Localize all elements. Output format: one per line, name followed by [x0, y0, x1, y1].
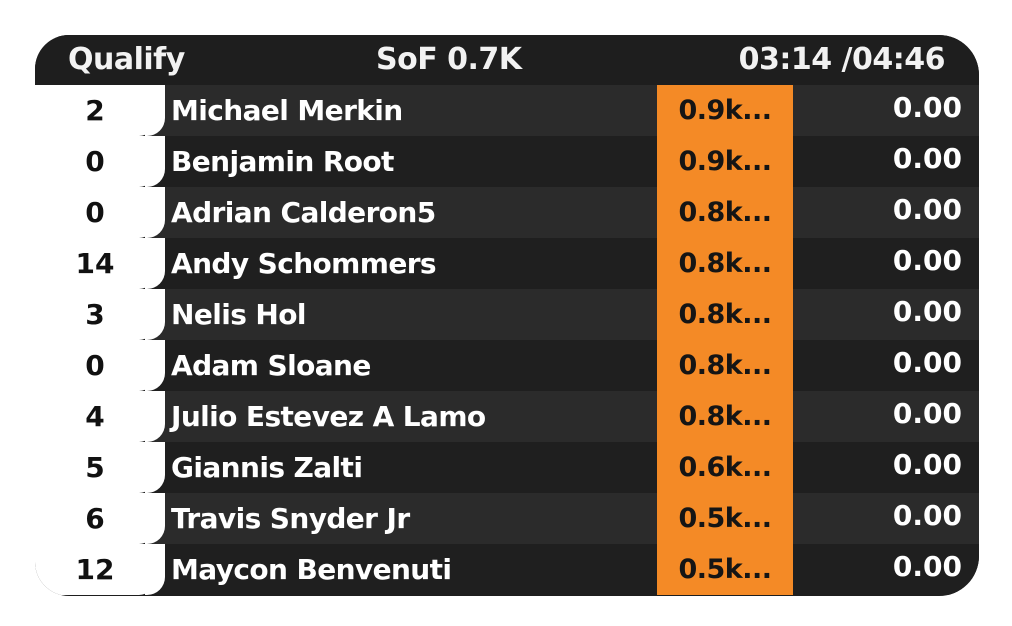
driver-time: 0.00 — [793, 85, 979, 136]
driver-row: 0 Benjamin Root 0.9k... 0.00 — [35, 136, 979, 187]
driver-time: 0.00 — [793, 493, 979, 544]
driver-name: Andy Schommers — [145, 238, 657, 289]
driver-number: 0 — [35, 187, 165, 238]
standings-header: Qualify SoF 0.7K 03:14 /04:46 — [35, 35, 979, 85]
driver-row: 0 Adam Sloane 0.8k... 0.00 — [35, 340, 979, 391]
driver-row: 0 Adrian Calderon5 0.8k... 0.00 — [35, 187, 979, 238]
driver-rating: 0.9k... — [657, 85, 793, 136]
driver-time: 0.00 — [793, 238, 979, 289]
driver-name: Nelis Hol — [145, 289, 657, 340]
driver-time: 0.00 — [793, 340, 979, 391]
driver-row: 5 Giannis Zalti 0.6k... 0.00 — [35, 442, 979, 493]
driver-row: 6 Travis Snyder Jr 0.5k... 0.00 — [35, 493, 979, 544]
driver-name: Julio Estevez A Lamo — [145, 391, 657, 442]
driver-name: Maycon Benvenuti — [145, 544, 657, 595]
driver-row: 4 Julio Estevez A Lamo 0.8k... 0.00 — [35, 391, 979, 442]
driver-number: 6 — [35, 493, 165, 544]
driver-rating: 0.5k... — [657, 493, 793, 544]
driver-name: Michael Merkin — [145, 85, 657, 136]
driver-row: 14 Andy Schommers 0.8k... 0.00 — [35, 238, 979, 289]
driver-row: 3 Nelis Hol 0.8k... 0.00 — [35, 289, 979, 340]
driver-time: 0.00 — [793, 391, 979, 442]
driver-time: 0.00 — [793, 544, 979, 595]
driver-name: Benjamin Root — [145, 136, 657, 187]
session-label: Qualify — [68, 42, 185, 77]
driver-number: 14 — [35, 238, 165, 289]
driver-number: 2 — [35, 85, 165, 136]
driver-rating: 0.5k... — [657, 544, 793, 595]
driver-rating: 0.8k... — [657, 391, 793, 442]
driver-list: 2 Michael Merkin 0.9k... 0.00 0 Benjamin… — [35, 85, 979, 595]
driver-name: Adam Sloane — [145, 340, 657, 391]
driver-rating: 0.8k... — [657, 187, 793, 238]
driver-row: 12 Maycon Benvenuti 0.5k... 0.00 — [35, 544, 979, 595]
driver-time: 0.00 — [793, 187, 979, 238]
driver-number: 0 — [35, 136, 165, 187]
driver-rating: 0.8k... — [657, 289, 793, 340]
driver-number: 0 — [35, 340, 165, 391]
driver-number: 12 — [35, 544, 165, 595]
driver-name: Giannis Zalti — [145, 442, 657, 493]
driver-time: 0.00 — [793, 289, 979, 340]
driver-rating: 0.8k... — [657, 340, 793, 391]
driver-name: Travis Snyder Jr — [145, 493, 657, 544]
driver-number: 5 — [35, 442, 165, 493]
strength-of-field: SoF 0.7K — [376, 42, 522, 77]
driver-rating: 0.8k... — [657, 238, 793, 289]
standings-panel: Qualify SoF 0.7K 03:14 /04:46 2 Michael … — [35, 35, 979, 596]
driver-time: 0.00 — [793, 442, 979, 493]
session-timer: 03:14 /04:46 — [738, 42, 946, 77]
driver-row: 2 Michael Merkin 0.9k... 0.00 — [35, 85, 979, 136]
driver-number: 4 — [35, 391, 165, 442]
driver-name: Adrian Calderon5 — [145, 187, 657, 238]
driver-number: 3 — [35, 289, 165, 340]
driver-time: 0.00 — [793, 136, 979, 187]
driver-rating: 0.6k... — [657, 442, 793, 493]
driver-rating: 0.9k... — [657, 136, 793, 187]
